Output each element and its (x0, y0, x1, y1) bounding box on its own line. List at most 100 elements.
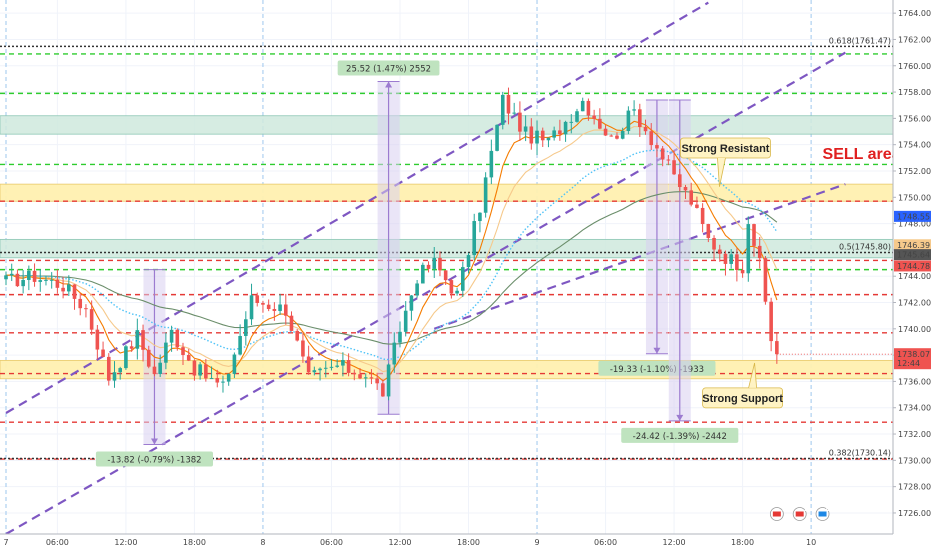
candle[interactable] (683, 184, 688, 200)
candle[interactable] (9, 263, 14, 281)
candle[interactable] (55, 269, 60, 294)
candle[interactable] (592, 109, 596, 125)
candle[interactable] (558, 119, 562, 141)
candle[interactable] (78, 292, 83, 316)
candle[interactable] (335, 359, 339, 368)
candle[interactable] (301, 332, 305, 363)
candle[interactable] (175, 328, 180, 351)
candle[interactable] (15, 269, 20, 287)
candle[interactable] (164, 332, 168, 370)
candle[interactable] (620, 127, 625, 140)
candle[interactable] (106, 353, 111, 386)
candle[interactable] (272, 302, 277, 321)
candle[interactable] (677, 169, 682, 192)
candle[interactable] (84, 304, 88, 318)
candle[interactable] (95, 324, 100, 360)
candle[interactable] (461, 261, 465, 297)
candle[interactable] (700, 203, 705, 233)
candle[interactable] (512, 102, 516, 115)
candle[interactable] (158, 354, 162, 378)
candle[interactable] (392, 332, 397, 373)
candle[interactable] (352, 369, 357, 381)
candle[interactable] (112, 361, 117, 388)
candle[interactable] (221, 375, 225, 393)
candle[interactable] (432, 246, 437, 278)
candle[interactable] (181, 342, 185, 366)
candle[interactable] (261, 300, 265, 313)
candle[interactable] (329, 359, 334, 371)
candle[interactable] (438, 251, 442, 277)
candle[interactable] (386, 363, 391, 401)
candle[interactable] (632, 100, 636, 116)
candle[interactable] (540, 127, 545, 147)
candle[interactable] (455, 287, 459, 296)
candle[interactable] (21, 269, 25, 294)
candle[interactable] (466, 253, 471, 274)
candle[interactable] (238, 324, 242, 356)
candle[interactable] (283, 293, 288, 325)
candle[interactable] (421, 262, 425, 284)
candle[interactable] (586, 98, 591, 121)
candle[interactable] (638, 103, 642, 137)
candle[interactable] (215, 369, 220, 388)
candle[interactable] (495, 124, 499, 152)
candle[interactable] (124, 344, 128, 370)
candle[interactable] (518, 101, 522, 141)
candle[interactable] (44, 275, 48, 286)
candle[interactable] (398, 321, 402, 348)
candle[interactable] (101, 341, 105, 357)
candle[interactable] (535, 120, 539, 155)
candle[interactable] (723, 250, 728, 276)
candle[interactable] (209, 366, 214, 380)
candle[interactable] (717, 244, 722, 262)
candle[interactable] (295, 329, 300, 342)
candle[interactable] (775, 333, 779, 364)
candle[interactable] (529, 118, 534, 150)
candle[interactable] (312, 366, 317, 376)
candle[interactable] (706, 223, 711, 243)
candle[interactable] (266, 299, 271, 312)
candle[interactable] (506, 87, 511, 125)
candle[interactable] (763, 256, 768, 305)
candle[interactable] (603, 125, 608, 136)
candle[interactable] (769, 297, 773, 352)
candle[interactable] (146, 345, 151, 369)
candle[interactable] (426, 261, 431, 273)
candle[interactable] (49, 272, 54, 289)
candle[interactable] (318, 367, 322, 381)
candle[interactable] (255, 292, 260, 307)
candle[interactable] (186, 348, 191, 362)
candle[interactable] (363, 373, 368, 388)
candle[interactable] (72, 284, 77, 310)
candle[interactable] (575, 108, 579, 123)
candle[interactable] (712, 235, 716, 261)
candle[interactable] (244, 311, 248, 346)
candle[interactable] (729, 249, 733, 269)
candle[interactable] (341, 352, 345, 377)
candle[interactable] (27, 265, 31, 291)
candle[interactable] (483, 172, 488, 218)
candle[interactable] (278, 293, 282, 315)
candle[interactable] (598, 108, 602, 130)
candle[interactable] (649, 123, 654, 150)
candle[interactable] (752, 223, 756, 257)
candlesticks[interactable] (4, 87, 779, 401)
candle[interactable] (32, 263, 37, 287)
candle[interactable] (443, 270, 448, 286)
candle[interactable] (746, 216, 751, 282)
candle[interactable] (478, 212, 482, 233)
candle[interactable] (695, 196, 699, 209)
candle[interactable] (666, 155, 671, 166)
candle[interactable] (409, 295, 414, 321)
candle[interactable] (757, 237, 762, 269)
candle[interactable] (403, 301, 408, 337)
candle[interactable] (609, 134, 614, 137)
candle[interactable] (249, 283, 254, 326)
candle[interactable] (735, 248, 739, 282)
candle[interactable] (192, 359, 197, 381)
candle[interactable] (198, 361, 202, 380)
candle[interactable] (580, 97, 585, 112)
candle[interactable] (89, 300, 94, 336)
candle[interactable] (204, 358, 208, 382)
